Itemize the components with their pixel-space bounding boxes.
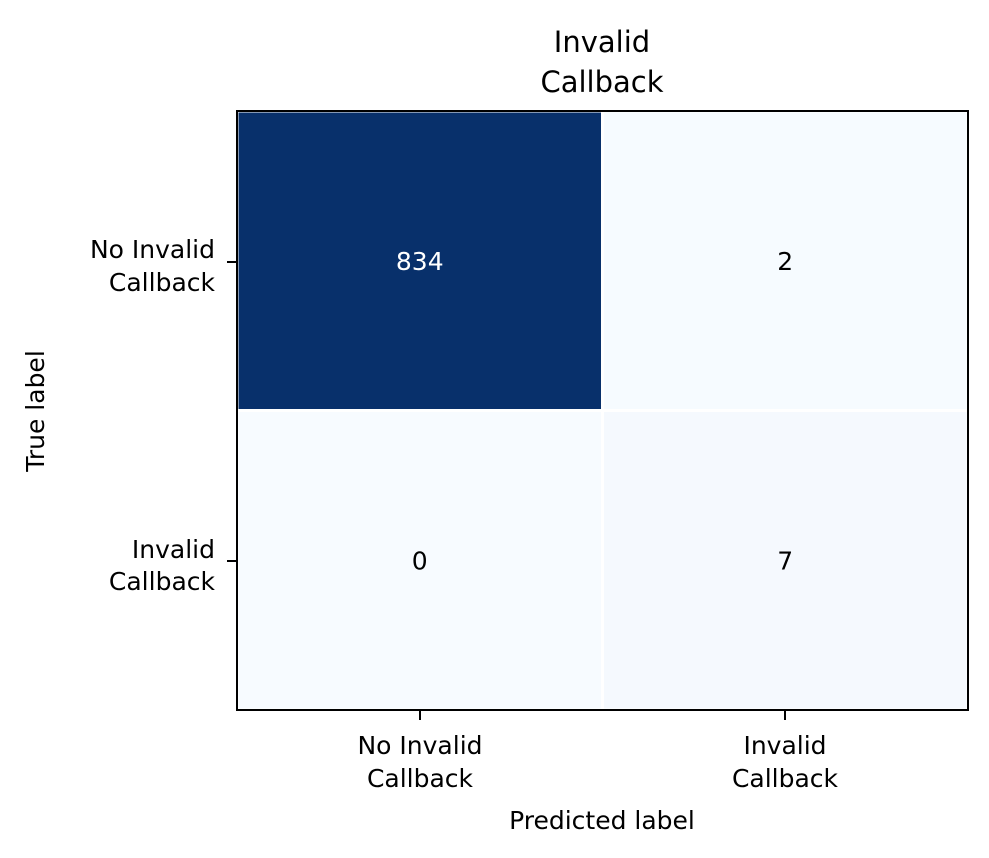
heatmap-cells: 834 2 0 7 — [238, 112, 967, 709]
heatmap-cell-r0-c1 — [604, 112, 967, 409]
y-tick-label-1-line-2: Callback — [109, 567, 216, 596]
y-tick-label-1-line-1: Invalid — [132, 535, 215, 564]
cell-value-label-r0-c0: 834 — [396, 247, 444, 276]
y-tick-label-0-line-1: No Invalid — [90, 235, 215, 264]
x-tick-label-0-line-1: No Invalid — [357, 731, 482, 760]
plot-frame — [236, 110, 969, 711]
chart-title-line-1: Invalid — [554, 25, 650, 59]
heatmap-cell-r1-c0 — [238, 412, 601, 709]
heatmap-cell-r0-c0 — [238, 112, 601, 409]
cell-value-label-r1-c1: 7 — [777, 546, 793, 575]
y-tick-label-0-line-2: Callback — [109, 268, 216, 297]
chart-title-line-2: Callback — [540, 65, 663, 99]
x-tick-label-1-line-2: Callback — [732, 764, 839, 793]
cell-value-label-r0-c1: 2 — [777, 247, 793, 276]
cell-value-label-r1-c0: 0 — [412, 546, 428, 575]
x-tick-label-1-line-1: Invalid — [743, 731, 826, 760]
x-axis-label: Predicted label — [509, 806, 695, 835]
y-axis-label: True label — [21, 350, 50, 473]
heatmap-cell-r1-c1 — [604, 412, 967, 709]
x-tick-label-0-line-2: Callback — [367, 764, 474, 793]
